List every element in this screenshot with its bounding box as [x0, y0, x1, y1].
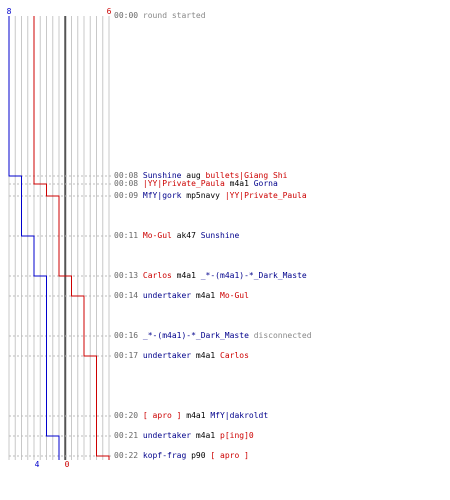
weapon-name: m4a1	[224, 179, 254, 188]
event-row: 00:14 undertaker m4a1 Mo-Gul	[114, 291, 249, 301]
event-time: 00:20	[114, 411, 139, 420]
event-row: 00:13 Carlos m4a1 _*-(m4a1)-*_Dark_Maste	[114, 271, 307, 281]
weapon-name: ak47	[171, 231, 201, 240]
event-time: 00:16	[114, 331, 139, 340]
event-row: 00:08 |YY|Private_Paula m4a1 Gorna	[114, 179, 278, 189]
event-row: 00:08 Sunshine aug bullets|Giang Shi	[114, 171, 287, 181]
weapon-name: m4a1	[171, 271, 201, 280]
event-time: 00:22	[114, 451, 139, 460]
red-player-name: Carlos	[142, 271, 172, 280]
red-start-count: 6	[107, 7, 112, 16]
event-guide-lines	[9, 175, 112, 457]
grid-lines	[8, 16, 110, 460]
blue-player-name: kopf-frag	[142, 451, 187, 460]
event-time: 00:09	[114, 191, 139, 200]
blue-player-name: undertaker	[142, 291, 192, 300]
event-row: 00:20 [ apro ] m4a1 MfY|dakroldt	[114, 411, 268, 421]
red-player-name: Mo-Gul	[142, 231, 172, 240]
event-time: 00:08	[114, 171, 139, 180]
event-time: 00:21	[114, 431, 139, 440]
event-row: 00:22 kopf-frag p90 [ apro ]	[114, 451, 249, 461]
blue-player-name: undertaker	[142, 431, 192, 440]
event-row: 00:21 undertaker m4a1 p[ing]0	[114, 431, 254, 441]
event-row: 00:00 round started	[114, 11, 206, 21]
red-player-name: bullets|Giang Shi	[205, 171, 288, 180]
red-player-name: p[ing]0	[220, 431, 254, 440]
red-player-name: Mo-Gul	[220, 291, 249, 300]
event-time: 00:08	[114, 179, 139, 188]
blue-player-name: Sunshine	[142, 171, 182, 180]
event-info-text: round started	[142, 11, 206, 20]
event-row: 00:16 _*-(m4a1)-*_Dark_Maste disconnecte…	[114, 331, 312, 341]
weapon-name: mp5navy	[181, 191, 225, 200]
team-step-lines	[8, 16, 110, 460]
red-player-name: [ apro ]	[142, 411, 182, 420]
weapon-name: p90	[186, 451, 211, 460]
event-time: 00:17	[114, 351, 139, 360]
weapon-name: m4a1	[191, 431, 220, 440]
event-row: 00:09 MfY|gork mp5navy |YY|Private_Paula	[114, 191, 307, 201]
red-player-name: |YY|Private_Paula	[224, 191, 307, 200]
weapon-name: aug	[181, 171, 206, 180]
event-time: 00:14	[114, 291, 139, 300]
blue-player-name: undertaker	[142, 351, 192, 360]
blue-player-name: Sunshine	[200, 231, 240, 240]
red-player-name: |YY|Private_Paula	[142, 179, 225, 188]
weapon-name: m4a1	[181, 411, 211, 420]
red-player-name: [ apro ]	[210, 451, 249, 460]
red-end-count: 0	[65, 460, 70, 469]
weapon-name: m4a1	[191, 291, 220, 300]
event-info-text: disconnected	[248, 331, 312, 340]
blue-player-name: _*-(m4a1)-*_Dark_Maste	[142, 331, 249, 340]
event-time: 00:00	[114, 11, 139, 20]
blue-end-count: 4	[35, 460, 40, 469]
blue-player-name: _*-(m4a1)-*_Dark_Maste	[200, 271, 307, 280]
blue-player-name: MfY|dakroldt	[210, 411, 269, 420]
red-player-name: Carlos	[220, 351, 249, 360]
event-time: 00:11	[114, 231, 139, 240]
event-row: 00:11 Mo-Gul ak47 Sunshine	[114, 231, 239, 241]
blue-start-count: 8	[7, 7, 12, 16]
red-team-line	[33, 16, 110, 460]
event-row: 00:17 undertaker m4a1 Carlos	[114, 351, 249, 361]
blue-player-name: MfY|gork	[142, 191, 182, 200]
blue-team-line	[8, 16, 60, 460]
event-time: 00:13	[114, 271, 139, 280]
blue-player-name: Gorna	[253, 179, 278, 188]
weapon-name: m4a1	[191, 351, 220, 360]
